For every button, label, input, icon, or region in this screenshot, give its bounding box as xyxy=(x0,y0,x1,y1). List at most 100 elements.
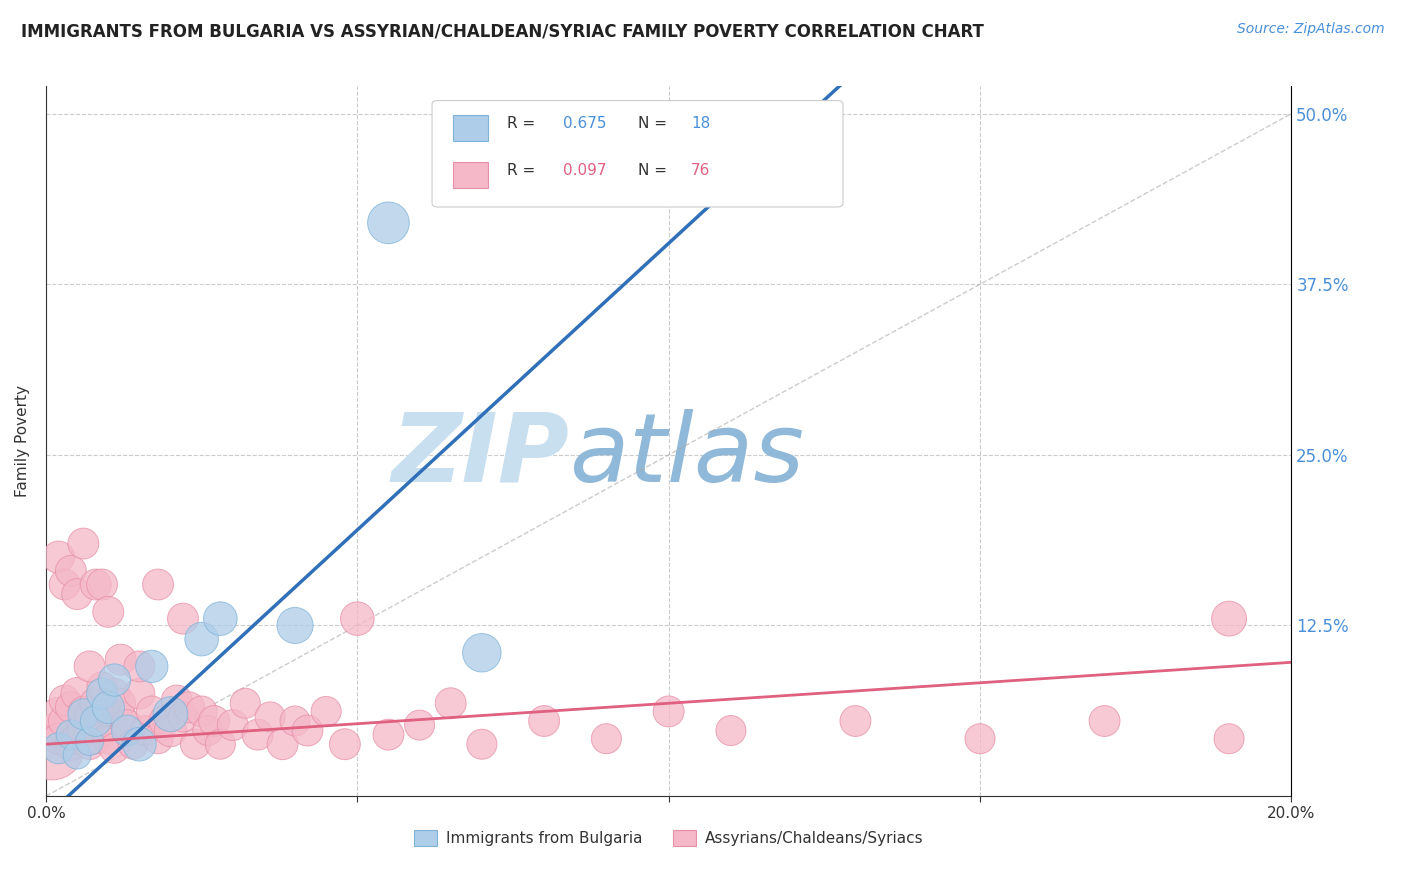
Text: N =: N = xyxy=(637,163,672,178)
Point xyxy=(259,710,281,724)
Point xyxy=(166,693,188,707)
Point xyxy=(91,680,114,694)
Text: 0.097: 0.097 xyxy=(562,163,606,178)
Point xyxy=(190,632,212,646)
Point xyxy=(377,216,399,230)
Point xyxy=(59,728,82,742)
Point xyxy=(79,737,101,751)
FancyBboxPatch shape xyxy=(453,162,488,188)
Point xyxy=(41,723,63,738)
Point xyxy=(66,731,89,746)
Text: 0.675: 0.675 xyxy=(562,117,606,131)
Point xyxy=(110,652,132,666)
Point xyxy=(1218,612,1240,626)
Point xyxy=(110,710,132,724)
Point xyxy=(471,737,494,751)
Point xyxy=(315,705,337,719)
Text: R =: R = xyxy=(506,163,540,178)
Text: Source: ZipAtlas.com: Source: ZipAtlas.com xyxy=(1237,22,1385,37)
Point xyxy=(595,731,617,746)
Point xyxy=(103,673,125,687)
Point xyxy=(172,612,194,626)
Point xyxy=(233,696,256,710)
Point xyxy=(79,710,101,724)
Point xyxy=(103,741,125,756)
Point xyxy=(115,718,138,732)
Point xyxy=(135,723,157,738)
Point xyxy=(72,707,94,722)
Point xyxy=(1218,731,1240,746)
Point xyxy=(53,714,76,728)
Point xyxy=(333,737,356,751)
Point xyxy=(297,723,319,738)
Text: 18: 18 xyxy=(692,117,710,131)
Point xyxy=(209,737,232,751)
Point xyxy=(59,737,82,751)
Point xyxy=(84,731,107,746)
Point xyxy=(284,618,307,632)
Point xyxy=(146,731,169,746)
Point xyxy=(59,700,82,714)
Point xyxy=(197,723,219,738)
Point xyxy=(844,714,866,728)
Point xyxy=(66,748,89,763)
Point xyxy=(159,707,181,722)
Point xyxy=(969,731,991,746)
Point xyxy=(471,646,494,660)
Point xyxy=(84,696,107,710)
Point xyxy=(533,714,555,728)
Text: R =: R = xyxy=(506,117,540,131)
Y-axis label: Family Poverty: Family Poverty xyxy=(15,385,30,497)
Point xyxy=(72,721,94,735)
Point xyxy=(159,723,181,738)
Point xyxy=(179,700,201,714)
Point xyxy=(97,605,120,619)
Point xyxy=(128,737,150,751)
Text: N =: N = xyxy=(637,117,672,131)
Point xyxy=(97,731,120,746)
Point xyxy=(48,741,70,756)
Point xyxy=(202,714,225,728)
Point xyxy=(172,710,194,724)
Point xyxy=(271,737,294,751)
Point xyxy=(141,705,163,719)
Point xyxy=(115,723,138,738)
FancyBboxPatch shape xyxy=(432,101,844,207)
Point xyxy=(84,577,107,591)
Point xyxy=(48,731,70,746)
Text: IMMIGRANTS FROM BULGARIA VS ASSYRIAN/CHALDEAN/SYRIAC FAMILY POVERTY CORRELATION : IMMIGRANTS FROM BULGARIA VS ASSYRIAN/CHA… xyxy=(21,22,984,40)
Point xyxy=(408,718,430,732)
Point xyxy=(91,687,114,701)
Text: ZIP: ZIP xyxy=(391,409,569,502)
Point xyxy=(91,714,114,728)
Point xyxy=(41,741,63,756)
Point xyxy=(110,696,132,710)
Point xyxy=(103,687,125,701)
Point xyxy=(48,707,70,722)
Point xyxy=(346,612,368,626)
Point xyxy=(209,612,232,626)
Text: atlas: atlas xyxy=(569,409,804,502)
Point xyxy=(720,723,742,738)
Point xyxy=(122,737,145,751)
Point xyxy=(66,687,89,701)
Point xyxy=(79,659,101,673)
Point xyxy=(97,705,120,719)
Point xyxy=(79,734,101,748)
Point xyxy=(128,687,150,701)
Point xyxy=(48,550,70,565)
Point xyxy=(658,705,681,719)
Point xyxy=(128,659,150,673)
Point xyxy=(97,700,120,714)
Point xyxy=(246,728,269,742)
Point xyxy=(377,728,399,742)
Point xyxy=(91,577,114,591)
Point xyxy=(72,705,94,719)
Point xyxy=(153,714,176,728)
Point xyxy=(184,737,207,751)
Point xyxy=(59,564,82,578)
Point xyxy=(1094,714,1116,728)
Point xyxy=(190,705,212,719)
Point xyxy=(53,693,76,707)
Point xyxy=(66,587,89,601)
